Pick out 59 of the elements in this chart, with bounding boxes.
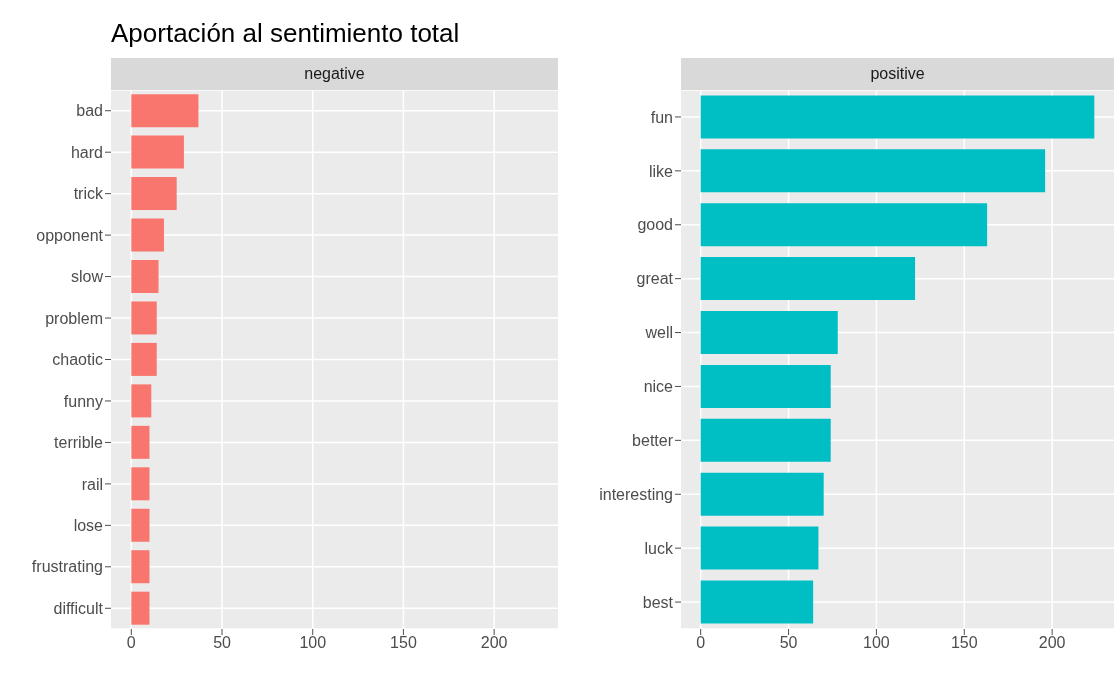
- y-tick-label: great: [636, 270, 674, 288]
- bar: [700, 149, 1046, 193]
- x-tick-label: 200: [480, 634, 508, 652]
- x-tick-label: 100: [299, 634, 327, 652]
- bar: [131, 177, 177, 211]
- y-tick-label: nice: [643, 378, 674, 396]
- chart-subtitle: negative: [111, 58, 558, 90]
- y-tick-label: hard: [70, 143, 103, 161]
- y-tick-label: lose: [73, 517, 104, 535]
- y-tick-label: frustrating: [31, 558, 103, 576]
- bar: [700, 580, 814, 624]
- y-tick-label: like: [648, 162, 674, 180]
- x-tick-label: 100: [863, 634, 890, 652]
- x-tick-label: 150: [390, 634, 417, 652]
- bar: [131, 384, 152, 418]
- y-tick-label: well: [644, 324, 673, 342]
- y-tick-label: terrible: [54, 434, 104, 452]
- y-tick-label: better: [632, 432, 674, 450]
- y-tick-label: bad: [76, 102, 103, 120]
- bar: [700, 203, 988, 247]
- bar: [131, 94, 199, 128]
- y-tick-label: good: [637, 216, 673, 234]
- x-tick-label: 50: [213, 634, 232, 652]
- y-tick-label: slow: [70, 268, 104, 286]
- y-tick-label: difficult: [53, 599, 104, 617]
- bar: [700, 526, 819, 570]
- bar: [700, 257, 916, 301]
- x-tick-label: 150: [950, 634, 978, 652]
- bar: [131, 591, 150, 625]
- chart-subtitle: positive: [681, 58, 1114, 90]
- bar: [131, 467, 150, 501]
- y-tick-label: chaotic: [52, 351, 103, 369]
- bar: [700, 95, 1095, 139]
- y-tick-label: trick: [73, 185, 104, 203]
- x-tick-label: 0: [126, 634, 136, 652]
- y-tick-label: luck: [644, 539, 674, 557]
- bar: [131, 550, 150, 584]
- x-tick-label: 0: [696, 634, 706, 652]
- bar: [700, 418, 831, 462]
- bar: [131, 259, 159, 293]
- bar: [131, 425, 150, 459]
- bar: [700, 364, 831, 408]
- bar: [131, 342, 157, 376]
- y-tick-label: funny: [63, 392, 103, 410]
- bar: [131, 218, 164, 252]
- y-tick-label: rail: [81, 475, 103, 493]
- bar: [700, 472, 824, 516]
- y-tick-label: problem: [45, 309, 103, 327]
- x-tick-label: 200: [1038, 634, 1066, 652]
- y-tick-label: fun: [650, 108, 673, 126]
- chart-title: Aportación al sentimiento total: [110, 17, 461, 50]
- bar: [131, 135, 184, 169]
- x-tick-label: 50: [779, 634, 798, 652]
- y-tick-label: opponent: [36, 226, 104, 244]
- bar: [131, 301, 157, 335]
- bar: [700, 310, 838, 354]
- y-tick-label: interesting: [599, 485, 673, 503]
- y-tick-label: best: [642, 593, 674, 611]
- bar: [131, 508, 150, 542]
